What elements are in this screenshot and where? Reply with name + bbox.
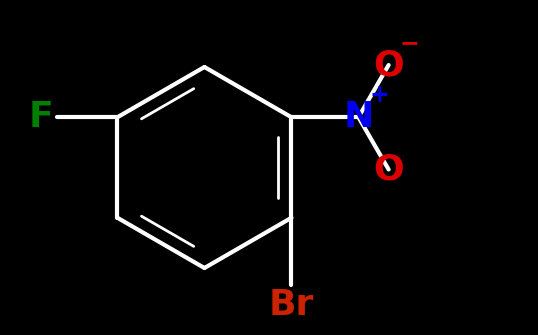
Text: N: N bbox=[343, 100, 374, 134]
Text: +: + bbox=[369, 83, 389, 107]
Text: O: O bbox=[373, 152, 404, 187]
Text: −: − bbox=[399, 31, 419, 55]
Text: O: O bbox=[373, 48, 404, 82]
Text: F: F bbox=[29, 100, 54, 134]
Text: Br: Br bbox=[269, 288, 314, 322]
